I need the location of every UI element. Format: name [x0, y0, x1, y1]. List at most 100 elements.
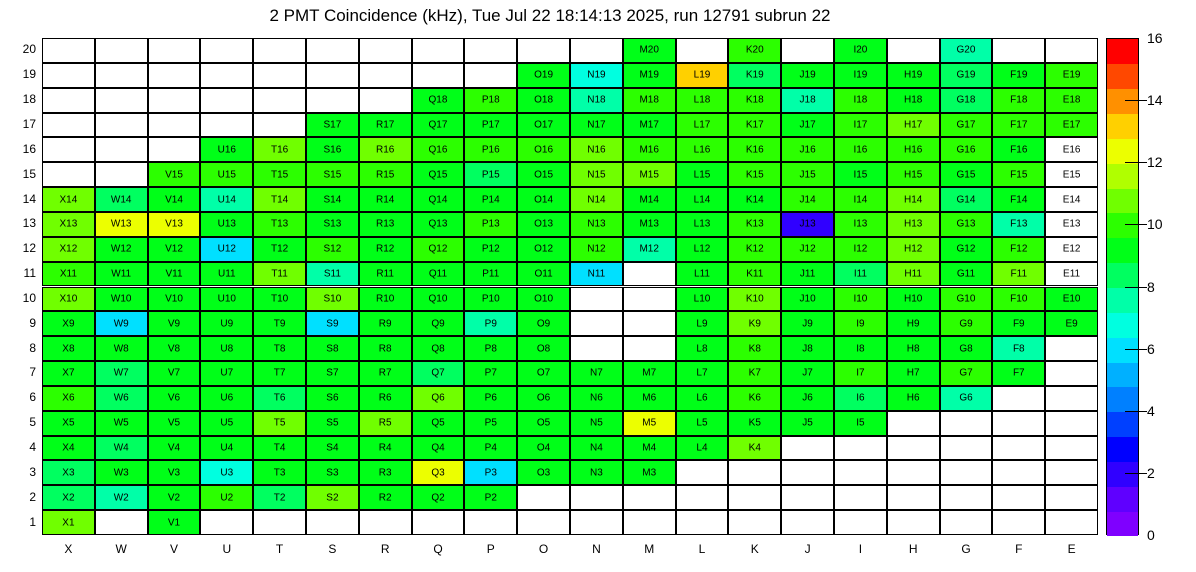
heatmap-cell-empty-f5	[992, 410, 1046, 436]
heatmap-cell-s7: S7	[306, 361, 359, 386]
heatmap-cell-f7: F7	[992, 361, 1046, 386]
heatmap-cell-w13: W13	[94, 211, 148, 237]
heatmap-cell-v5: V5	[147, 410, 201, 436]
heatmap-cell-h9: H9	[886, 311, 940, 337]
heatmap-cell-empty-w17	[94, 112, 148, 138]
heatmap-cell-empty-h4	[886, 435, 940, 461]
heatmap-cell-label: K17	[745, 119, 764, 131]
heatmap-cell-label: Q11	[428, 268, 448, 280]
heatmap-cell-t11: T11	[253, 261, 306, 287]
heatmap-cell-label: R7	[378, 367, 392, 379]
heatmap-cell-j12: J12	[781, 236, 834, 262]
x-axis-tick-e: E	[1067, 542, 1076, 556]
heatmap-cell-k8: K8	[728, 336, 782, 362]
heatmap-cell-g16: G16	[939, 137, 993, 163]
heatmap-cell-empty-g3	[939, 460, 993, 486]
heatmap-cell-label: L14	[693, 194, 711, 206]
heatmap-cell-n5: N5	[570, 410, 623, 436]
heatmap-cell-f11: F11	[992, 261, 1046, 287]
heatmap-cell-label: J5	[802, 417, 813, 429]
heatmap-cell-p13: P13	[464, 211, 518, 237]
heatmap-cell-i16: I16	[834, 137, 887, 163]
heatmap-cell-label: S14	[323, 194, 342, 206]
heatmap-cell-j17: J17	[781, 112, 834, 138]
page-title: 2 PMT Coincidence (kHz), Tue Jul 22 18:1…	[269, 6, 831, 25]
heatmap-cell-s3: S3	[306, 460, 359, 486]
heatmap-cell-o16: O16	[517, 137, 570, 163]
heatmap-cell-label: Q9	[431, 318, 445, 330]
heatmap-cell-label: V3	[167, 467, 181, 479]
heatmap-cell-label: P3	[484, 467, 497, 479]
heatmap-cell-label: T14	[270, 194, 289, 206]
x-axis-tick-s: S	[328, 542, 337, 556]
heatmap-cell-empty-e7	[1045, 361, 1098, 386]
heatmap-cell-k19: K19	[728, 62, 782, 88]
heatmap-cell-q3: Q3	[411, 460, 465, 486]
heatmap-cell-t15: T15	[253, 162, 306, 188]
colorbar-band	[1107, 436, 1138, 462]
heatmap-cell-j11: J11	[781, 261, 834, 287]
heatmap-cell-o9: O9	[517, 311, 570, 337]
heatmap-cell-n17: N17	[570, 112, 623, 138]
colorbar-band	[1107, 337, 1138, 363]
heatmap-cell-empty-j3	[781, 460, 834, 486]
heatmap-cell-m7: M7	[622, 361, 676, 386]
heatmap-cell-i9: I9	[834, 311, 887, 337]
y-axis-tick-7: 7	[29, 365, 36, 380]
heatmap-cell-t14: T14	[253, 187, 306, 212]
heatmap-cell-label: N11	[587, 268, 606, 280]
heatmap-cell-q14: Q14	[411, 187, 465, 212]
heatmap-cell-q10: Q10	[411, 286, 465, 312]
heatmap-cell-label: T15	[270, 169, 289, 181]
heatmap-cell-u3: U3	[200, 460, 254, 486]
heatmap-cell-o8: O8	[517, 336, 570, 362]
heatmap-cell-s6: S6	[306, 385, 359, 411]
colorbar-tick-mark	[1125, 100, 1147, 102]
heatmap-cell-j18: J18	[781, 87, 834, 113]
heatmap-cell-label: U8	[220, 343, 234, 355]
colorbar-band	[1107, 163, 1138, 189]
heatmap-cell-g13: G13	[939, 211, 993, 237]
heatmap-cell-label: L6	[696, 392, 708, 404]
heatmap-cell-label: J18	[799, 94, 816, 106]
heatmap-cell-label: N17	[587, 119, 606, 131]
heatmap-cell-t9: T9	[253, 311, 306, 337]
heatmap-cell-label: M3	[642, 467, 657, 479]
heatmap-cell-label: L7	[696, 367, 708, 379]
heatmap-cell-label: K19	[745, 69, 764, 81]
heatmap-cell-j13: J13	[781, 211, 834, 237]
heatmap-cell-empty-n1	[570, 510, 623, 535]
heatmap-cell-l16: L16	[675, 137, 729, 163]
heatmap-cell-label: H15	[904, 169, 923, 181]
heatmap-cell-l17: L17	[675, 112, 729, 138]
heatmap-cell-empty-u18	[200, 87, 254, 113]
heatmap-cell-label: Q5	[431, 417, 445, 429]
heatmap-cell-label: I13	[853, 218, 868, 230]
heatmap-cell-label: K10	[745, 293, 764, 305]
heatmap-cell-label: R8	[378, 343, 392, 355]
heatmap-cell-label: K6	[748, 392, 761, 404]
heatmap-cell-label: W10	[110, 293, 132, 305]
heatmap-cell-empty-x15	[42, 162, 95, 188]
heatmap-cell-n15: N15	[570, 162, 623, 188]
heatmap-cell-label: W11	[111, 268, 132, 280]
heatmap-cell-label: W8	[113, 343, 129, 355]
heatmap-cell-label: P10	[481, 293, 500, 305]
heatmap-cell-label: G9	[959, 318, 973, 330]
heatmap-cell-o15: O15	[517, 162, 570, 188]
heatmap-cell-label: M18	[639, 94, 659, 106]
heatmap-cell-s13: S13	[306, 211, 359, 237]
heatmap-cell-label: S10	[323, 293, 342, 305]
heatmap-cell-v6: V6	[147, 385, 201, 411]
heatmap-cell-f17: F17	[992, 112, 1046, 138]
heatmap-cell-empty-v20	[147, 38, 201, 63]
heatmap-cell-label: L10	[693, 293, 711, 305]
heatmap-cell-label: H14	[904, 194, 923, 206]
heatmap-cell-empty-g1	[939, 510, 993, 535]
heatmap-cell-label: O12	[534, 243, 554, 255]
heatmap-cell-w8: W8	[94, 336, 148, 362]
heatmap-cell-label: J11	[799, 268, 816, 280]
heatmap-cell-label: R13	[376, 218, 395, 230]
heatmap-cell-q2: Q2	[411, 485, 465, 511]
heatmap-cell-label: I12	[853, 243, 868, 255]
